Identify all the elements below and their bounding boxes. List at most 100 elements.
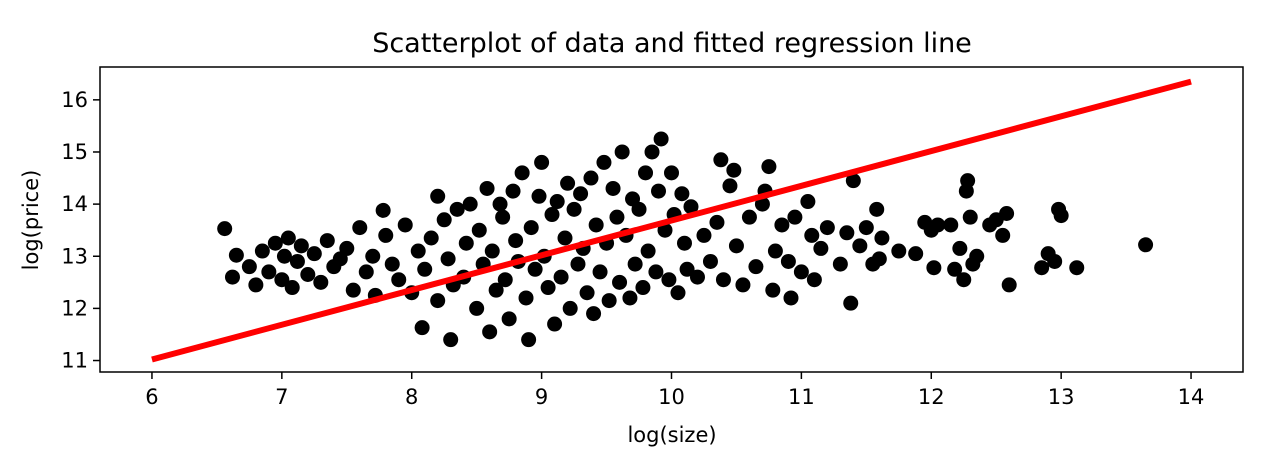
- scatter-point: [674, 186, 690, 202]
- scatter-point: [728, 238, 744, 254]
- scatter-point: [521, 332, 537, 348]
- scatter-point: [845, 173, 861, 189]
- scatter-point: [956, 272, 972, 288]
- scatter-point: [508, 233, 524, 249]
- scatter-point: [676, 235, 692, 251]
- y-tick-label: 14: [61, 192, 88, 216]
- scatter-point: [832, 256, 848, 272]
- scatter-point: [566, 201, 582, 217]
- scatter-point: [774, 217, 790, 233]
- scatter-point: [224, 269, 240, 285]
- scatter-point: [640, 243, 656, 259]
- scatter-point: [635, 280, 651, 296]
- scatter-point: [570, 256, 586, 272]
- scatter-point: [306, 246, 322, 262]
- scatter-point: [391, 272, 407, 288]
- scatter-point: [780, 253, 796, 269]
- scatter-point: [761, 159, 777, 175]
- scatter-point: [670, 285, 686, 301]
- y-tick-label: 12: [61, 296, 88, 320]
- scatter-point: [926, 260, 942, 276]
- scatter-point: [592, 264, 608, 280]
- scatter-point: [702, 253, 718, 269]
- scatter-point: [995, 227, 1011, 243]
- scatter-point: [261, 264, 277, 280]
- scatter-point: [715, 272, 731, 288]
- scatter-point: [479, 180, 495, 196]
- scatter-point: [726, 162, 742, 178]
- scatter-point: [858, 220, 874, 236]
- scatter-point: [657, 222, 673, 238]
- scatter-point: [436, 212, 452, 228]
- scatter-point: [813, 240, 829, 256]
- chart-title: Scatterplot of data and fitted regressio…: [372, 28, 972, 59]
- x-tick-label: 14: [1178, 385, 1205, 409]
- scatter-point: [947, 261, 963, 277]
- y-tick-label: 13: [61, 244, 88, 268]
- scatter-point: [648, 264, 664, 280]
- scatter-point: [423, 230, 439, 246]
- scatter-point: [1034, 260, 1050, 276]
- scatter-point: [683, 199, 699, 215]
- scatter-point: [819, 220, 835, 236]
- x-tick-label: 13: [1048, 385, 1075, 409]
- scatter-point: [378, 227, 394, 243]
- scatter-point: [440, 251, 456, 267]
- scatter-point: [523, 220, 539, 236]
- x-tick-label: 7: [275, 385, 288, 409]
- x-axis-ticks: 6 7 8 9 10 11 12 13 14: [145, 372, 1204, 409]
- scatter-point: [943, 217, 959, 233]
- scatter-point: [267, 235, 283, 251]
- scatter-point: [722, 178, 738, 194]
- scatter-point: [280, 230, 296, 246]
- x-axis-label: log(size): [627, 423, 716, 447]
- scatter-point: [293, 238, 309, 254]
- scatter-point: [765, 282, 781, 298]
- scatter-point: [319, 233, 335, 249]
- scatter-point: [547, 316, 563, 332]
- scatter-point: [495, 209, 511, 225]
- scatter-point: [583, 170, 599, 186]
- y-tick-label: 11: [61, 349, 88, 373]
- scatter-point: [627, 256, 643, 272]
- scatter-point: [969, 248, 985, 264]
- scatter-point: [787, 209, 803, 225]
- scatter-point: [358, 264, 374, 280]
- scatter-point: [518, 290, 534, 306]
- scatter-point: [806, 272, 822, 288]
- y-tick-label: 15: [61, 140, 88, 164]
- scatter-point: [544, 207, 560, 223]
- scatter-point: [612, 274, 628, 290]
- scatter-point: [482, 324, 498, 340]
- scatter-point: [430, 188, 446, 204]
- scatter-point: [891, 243, 907, 259]
- regression-line: [151, 78, 1192, 363]
- x-tick-label: 6: [145, 385, 158, 409]
- scatter-point: [696, 227, 712, 243]
- scatter-point: [952, 240, 968, 256]
- scatter-point: [783, 290, 799, 306]
- scatter-point: [540, 280, 556, 296]
- scatter-point: [553, 269, 569, 285]
- scatter-point: [443, 332, 459, 348]
- scatter-point: [557, 230, 573, 246]
- scatter-point: [800, 194, 816, 210]
- scatter-point: [596, 154, 612, 170]
- scatter-point: [644, 144, 660, 160]
- scatter-point: [653, 131, 669, 147]
- scatter-point: [605, 180, 621, 196]
- scatter-point: [417, 261, 433, 277]
- scatter-point: [228, 247, 244, 263]
- scatter-point: [651, 183, 667, 199]
- scatter-point: [713, 152, 729, 168]
- scatter-point: [1001, 277, 1017, 293]
- scatter-point: [874, 230, 890, 246]
- x-tick-label: 11: [788, 385, 815, 409]
- scatter-point: [274, 272, 290, 288]
- scatter-point: [527, 261, 543, 277]
- scatter-point: [573, 186, 589, 202]
- scatter-point: [469, 300, 485, 316]
- scatter-point: [462, 196, 478, 212]
- scatter-point: [276, 248, 292, 264]
